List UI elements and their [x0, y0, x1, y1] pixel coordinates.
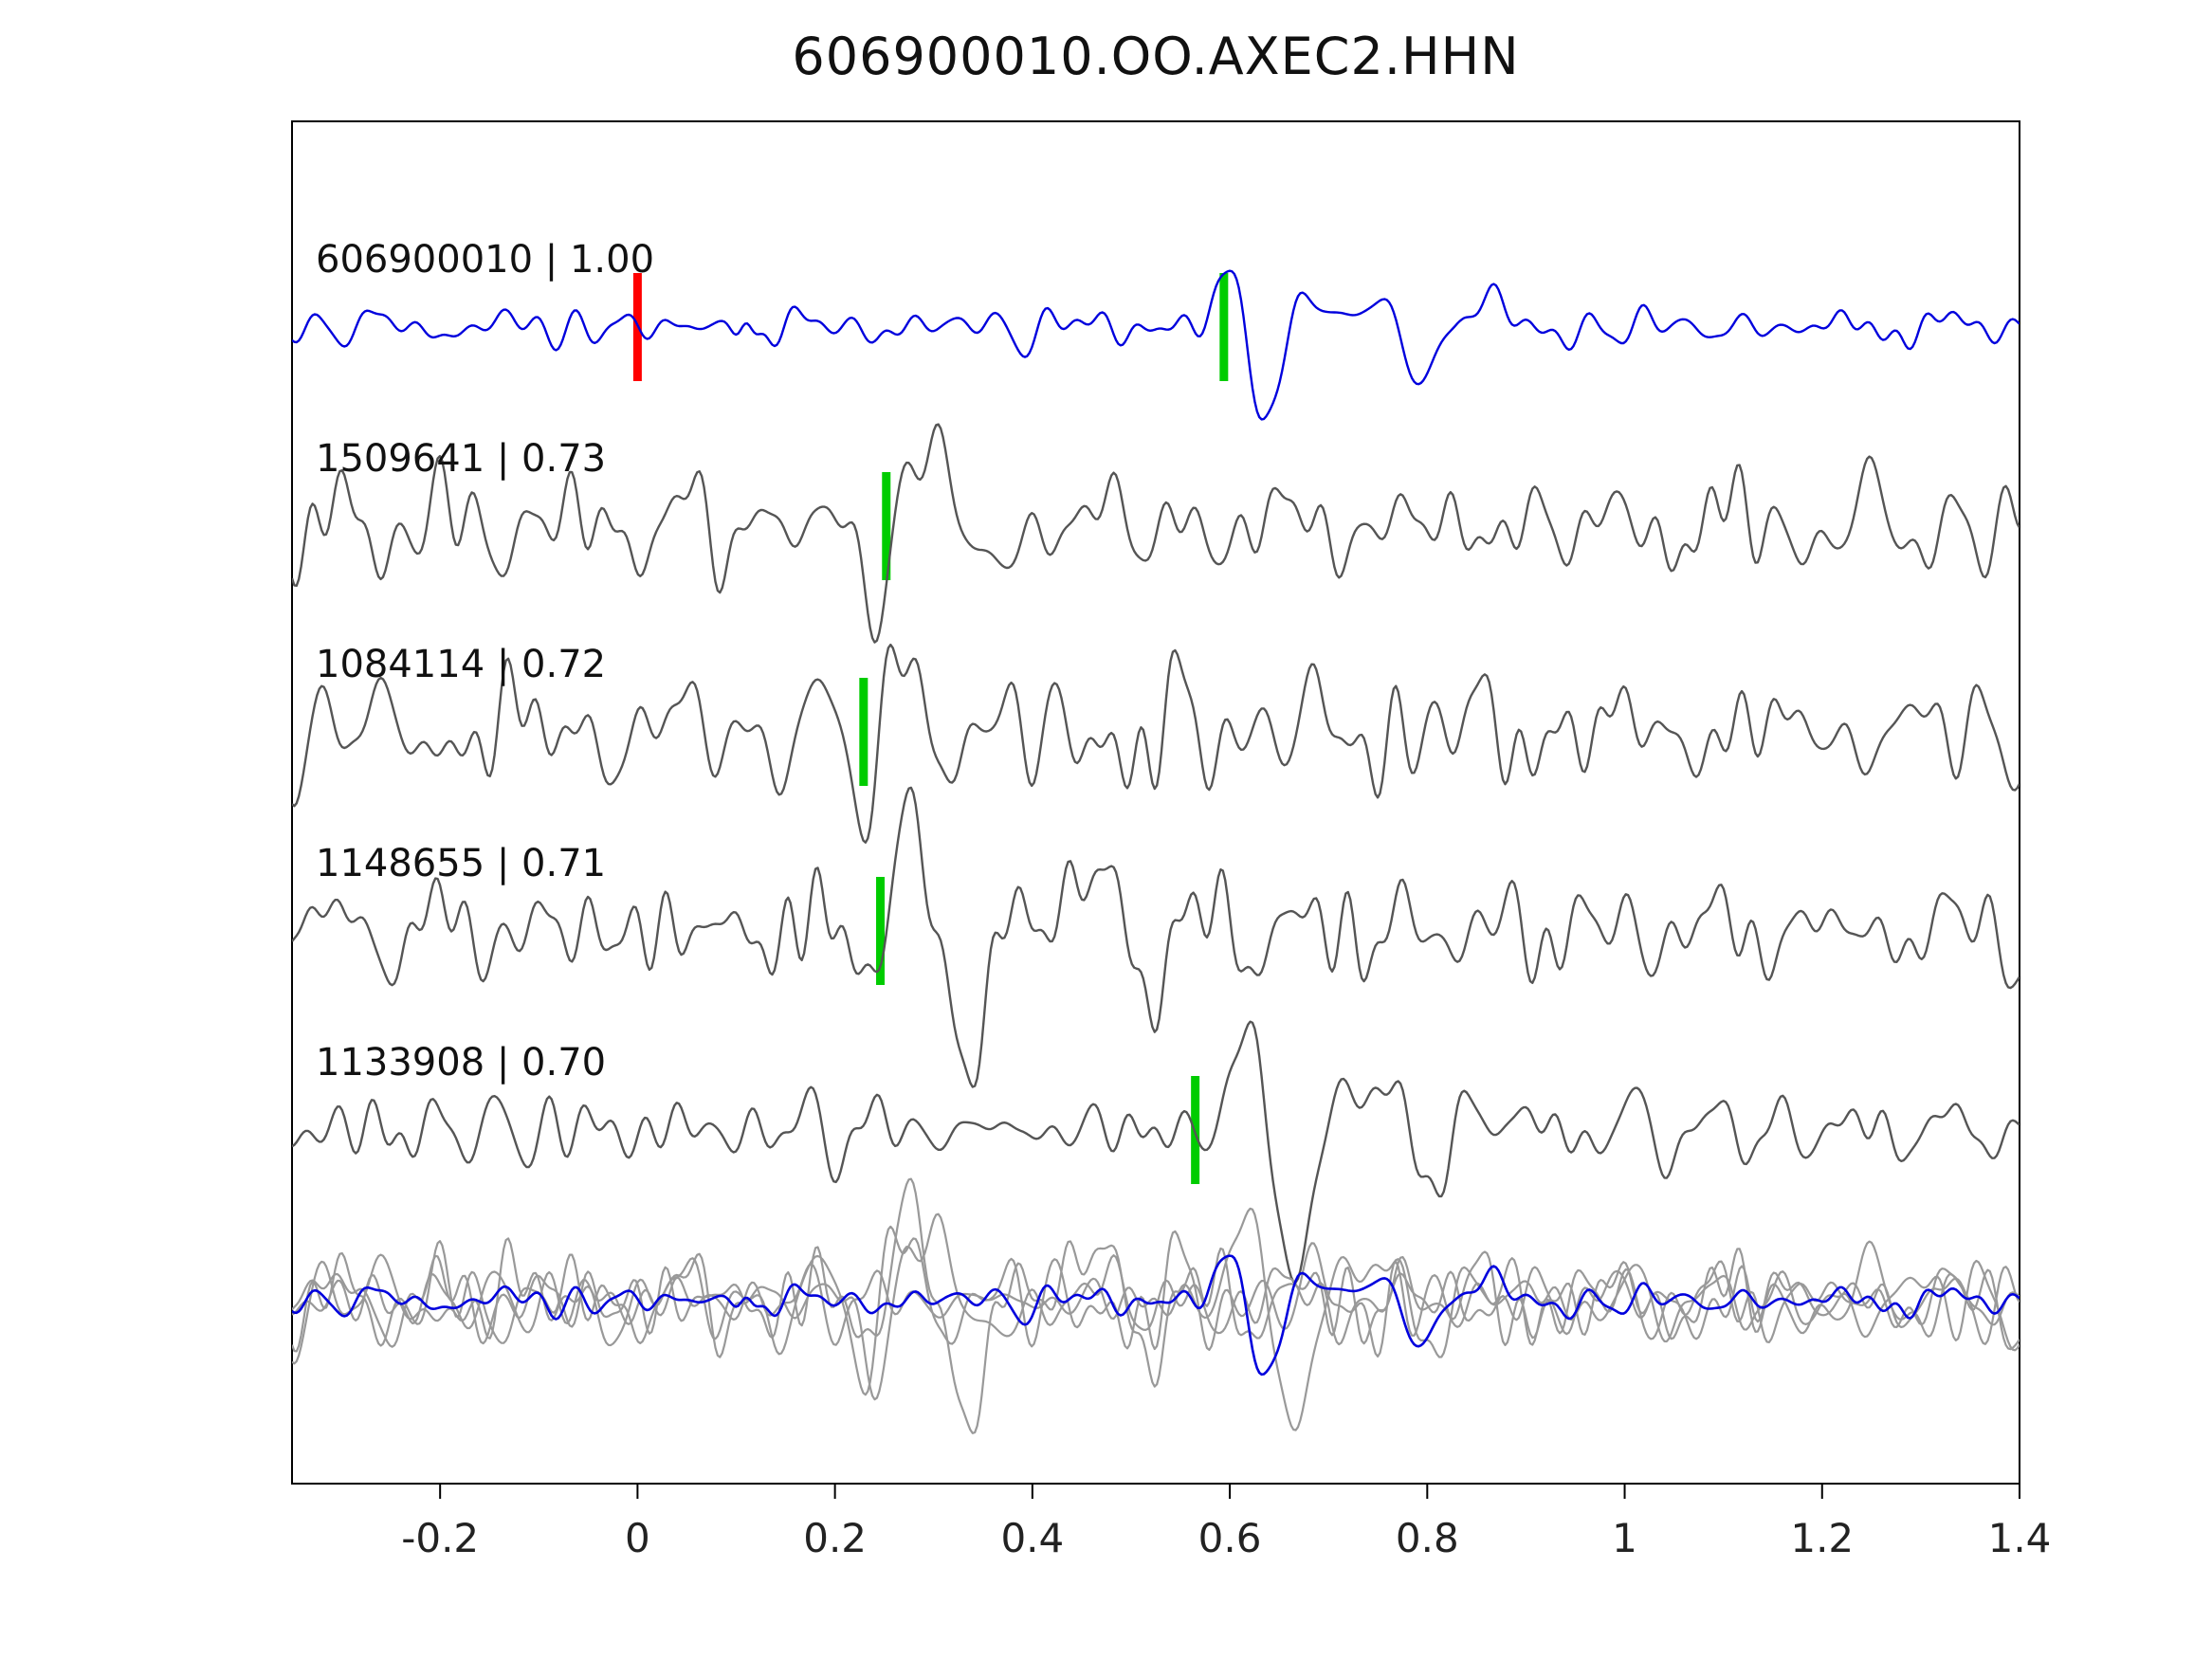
x-tick-label: 0.8 [1396, 1515, 1459, 1561]
x-tick-label: 1.4 [1988, 1515, 2052, 1561]
x-tick-label: 0 [625, 1515, 650, 1561]
trace-label-606900010: 606900010 | 1.00 [316, 238, 654, 282]
x-tick-label: 1.2 [1790, 1515, 1854, 1561]
overlay-waveform-606900010 [292, 1254, 2020, 1376]
x-tick-label: 0.4 [1000, 1515, 1064, 1561]
trace-waveform-1509641 [292, 423, 2020, 644]
trace-label-1148655: 1148655 | 0.71 [316, 842, 606, 885]
x-tick-label: 0.6 [1198, 1515, 1262, 1561]
x-tick-label: -0.2 [401, 1515, 479, 1561]
trace-waveform-1084114 [292, 643, 2020, 844]
figure-title: 606900010.OO.AXEC2.HHN [792, 27, 1520, 86]
plot-area [291, 120, 2020, 1485]
trace-waveform-606900010 [292, 269, 2020, 421]
trace-waveform-1148655 [292, 786, 2020, 1088]
trace-waveform-1133908 [292, 1020, 2020, 1284]
trace-label-1084114: 1084114 | 0.72 [316, 643, 606, 686]
trace-label-1509641: 1509641 | 0.73 [316, 437, 606, 481]
x-tick-label: 0.2 [803, 1515, 867, 1561]
trace-label-1133908: 1133908 | 0.70 [316, 1041, 606, 1085]
overlay-waveform-1133908 [292, 1207, 2020, 1431]
x-tick-label: 1 [1612, 1515, 1637, 1561]
